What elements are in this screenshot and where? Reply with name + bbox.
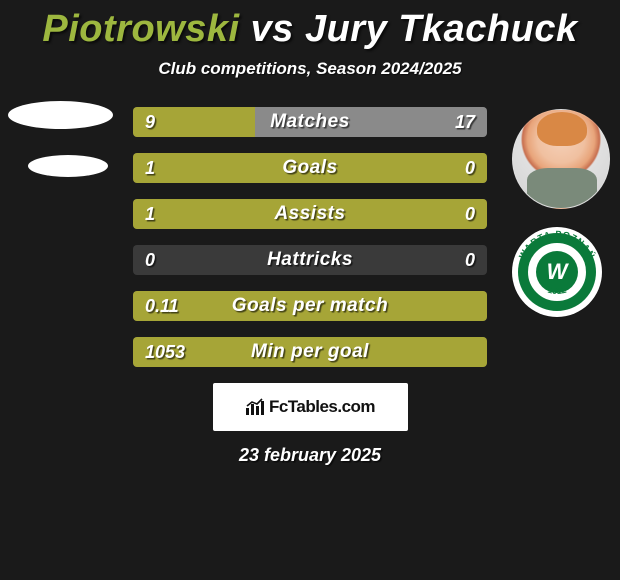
stat-row: 1Assists0 (133, 199, 487, 229)
page-title: Piotrowski vs Jury Tkachuck (0, 8, 620, 51)
right-avatar-column: W WARTA POZNAŃ 1912 (512, 109, 610, 317)
stat-value-right: 0 (465, 245, 475, 275)
player2-photo (512, 109, 610, 209)
stat-label: Hattricks (133, 245, 487, 275)
player1-club-placeholder (28, 155, 108, 177)
chart-icon (245, 398, 265, 416)
stat-label: Min per goal (133, 337, 487, 367)
stat-label: Assists (133, 199, 487, 229)
branding-text: FcTables.com (269, 397, 375, 417)
comparison-infographic: Piotrowski vs Jury Tkachuck Club competi… (0, 0, 620, 580)
svg-text:WARTA POZNAŃ: WARTA POZNAŃ (517, 229, 597, 261)
player2-club-badge: W WARTA POZNAŃ 1912 (512, 227, 602, 317)
stat-label: Matches (133, 107, 487, 137)
player1-name: Piotrowski (42, 8, 239, 50)
stat-row: 1Goals0 (133, 153, 487, 183)
svg-text:1912: 1912 (547, 285, 568, 296)
stat-label: Goals (133, 153, 487, 183)
vs-text: vs (251, 8, 294, 50)
club-badge-arc-text: WARTA POZNAŃ 1912 (512, 227, 602, 317)
player2-name: Jury Tkachuck (305, 8, 578, 50)
stat-row: 0.11Goals per match (133, 291, 487, 321)
stat-label: Goals per match (133, 291, 487, 321)
stat-row: 9Matches17 (133, 107, 487, 137)
branding-badge: FcTables.com (213, 383, 408, 431)
left-avatar-column (8, 101, 113, 177)
stat-value-right: 0 (465, 153, 475, 183)
stat-row: 1053Min per goal (133, 337, 487, 367)
stat-value-right: 17 (455, 107, 475, 137)
player1-photo-placeholder (8, 101, 113, 129)
stat-value-right: 0 (465, 199, 475, 229)
date-label: 23 february 2025 (0, 445, 620, 466)
stat-bars: 9Matches171Goals01Assists00Hattricks00.1… (133, 107, 487, 367)
stat-row: 0Hattricks0 (133, 245, 487, 275)
subtitle: Club competitions, Season 2024/2025 (0, 59, 620, 79)
stats-area: W WARTA POZNAŃ 1912 9Matches (0, 107, 620, 367)
